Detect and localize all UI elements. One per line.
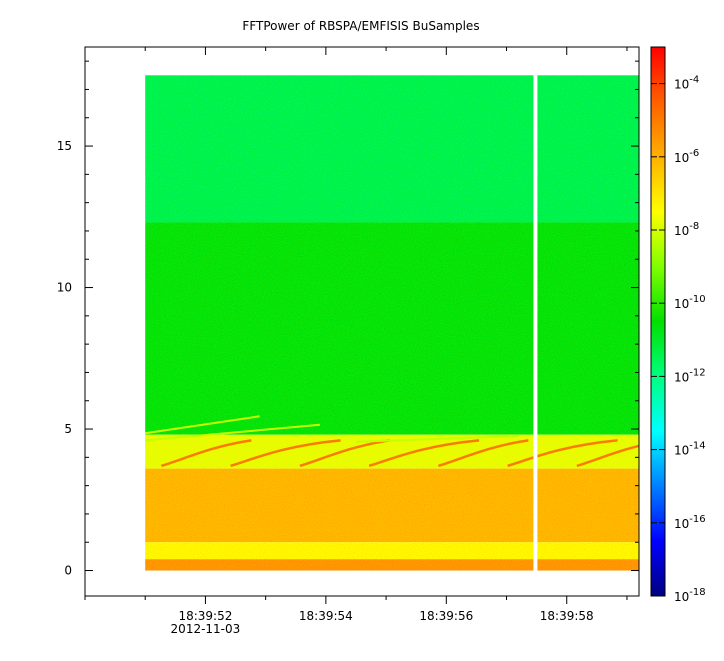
heatmap-band-texture xyxy=(145,468,639,543)
y-tick-label: 5 xyxy=(64,422,72,436)
y-tick-label: 15 xyxy=(57,139,72,153)
chorus-element xyxy=(576,444,639,468)
rising-tone xyxy=(355,435,519,443)
x-tick-date: 2012-11-03 xyxy=(171,622,241,636)
chorus-element xyxy=(299,439,391,468)
chart-title: FFTPower of RBSPA/EMFISIS BuSamples xyxy=(242,19,479,33)
spectrogram-heatmap xyxy=(145,75,639,571)
rising-tone xyxy=(145,415,260,435)
x-tick-label: 18:39:54 xyxy=(299,609,353,623)
colorbar-tick-label: 10-18 xyxy=(674,587,706,604)
colorbar-tick-label: 10-14 xyxy=(674,441,706,458)
x-tick-label: 18:39:58 xyxy=(540,609,594,623)
chorus-element xyxy=(507,439,618,468)
heatmap-band-texture xyxy=(145,75,639,223)
heatmap-band-texture xyxy=(145,559,639,571)
rising-tone xyxy=(145,423,320,442)
y-tick-label: 0 xyxy=(64,564,72,578)
colorbar-tick-label: 10-4 xyxy=(674,75,699,92)
heatmap-band-texture xyxy=(145,542,639,560)
colorbar-tick-label: 10-10 xyxy=(674,294,706,311)
x-tick-label: 18:39:56 xyxy=(419,609,473,623)
x-tick-label: 18:39:52 xyxy=(178,609,232,623)
colorbar-tick-label: 10-8 xyxy=(674,221,699,238)
y-tick-label: 10 xyxy=(57,281,72,295)
colorbar-tick-label: 10-16 xyxy=(674,514,706,531)
chorus-element xyxy=(368,439,480,468)
colorbar xyxy=(650,46,666,597)
colorbar-tick-label: 10-6 xyxy=(674,148,699,165)
plot-frame xyxy=(84,46,640,597)
chorus-element xyxy=(438,439,529,468)
emission-features xyxy=(145,75,639,571)
heatmap-band-texture xyxy=(145,222,639,435)
colorbar-tick-label: 10-12 xyxy=(674,367,706,384)
data-gap xyxy=(533,75,538,571)
y-axis: 0 5 10 15 xyxy=(57,60,639,578)
colorbar-axis: 10-4 10-6 10-8 10-10 10-12 10-14 10-16 10-18 xyxy=(651,75,706,604)
chorus-element xyxy=(230,439,341,468)
chorus-element xyxy=(161,439,252,468)
